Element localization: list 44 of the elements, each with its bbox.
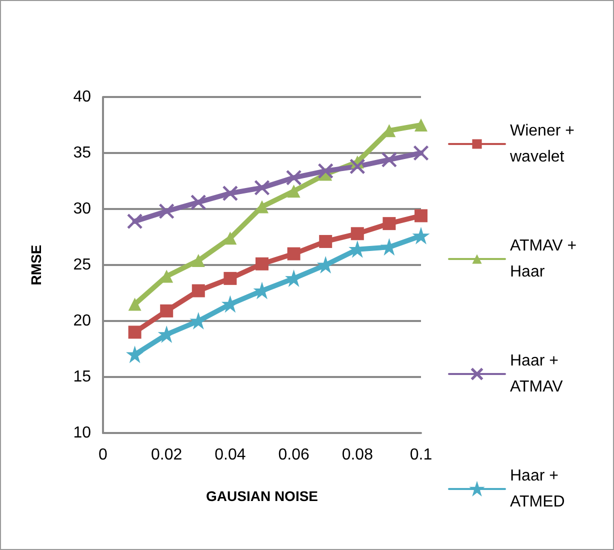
point <box>350 242 365 257</box>
point <box>254 284 270 298</box>
x-tick-label: 0.02 <box>151 446 182 464</box>
point <box>128 298 142 311</box>
point <box>160 304 174 318</box>
x-tick-label: 0.04 <box>214 446 246 464</box>
y-tick-label: 20 <box>73 312 92 330</box>
point <box>192 254 205 268</box>
point <box>224 232 237 245</box>
point <box>192 284 205 298</box>
point <box>256 257 268 270</box>
legend-label: Haar + ATMAV <box>510 352 564 396</box>
x-tick-label: 0.1 <box>410 446 432 464</box>
legend-label: Haar + ATMED <box>510 468 565 510</box>
point <box>287 184 300 198</box>
point <box>287 247 300 260</box>
point <box>414 118 428 132</box>
x-tick-label: 0.06 <box>278 446 310 464</box>
y-tick-label: 15 <box>73 368 92 386</box>
point <box>128 326 142 339</box>
legend-label: ATMAV + Haar <box>510 238 581 280</box>
point <box>224 272 237 285</box>
y-tick-label: 35 <box>73 144 92 162</box>
y-tick-label: 10 <box>73 424 92 442</box>
y-tick-label: 40 <box>73 88 92 106</box>
point <box>222 296 238 312</box>
y-tick-label: 30 <box>73 200 92 218</box>
point <box>350 227 364 240</box>
y-tick-label: 25 <box>73 256 92 274</box>
point <box>382 217 396 230</box>
point <box>128 347 142 362</box>
point <box>319 234 332 248</box>
point <box>286 271 302 286</box>
point <box>382 240 396 254</box>
point <box>414 228 428 244</box>
legend-label: Wiener + wavelet <box>509 122 579 166</box>
point <box>414 209 428 222</box>
point <box>318 258 333 272</box>
x-tick-label: 0 <box>98 446 108 464</box>
y-axis-title: RMSE <box>28 244 44 286</box>
x-tick-label: 0.08 <box>342 446 374 464</box>
point <box>191 314 206 328</box>
x-axis-title: GAUSIAN NOISE <box>206 488 318 504</box>
point <box>159 327 174 342</box>
